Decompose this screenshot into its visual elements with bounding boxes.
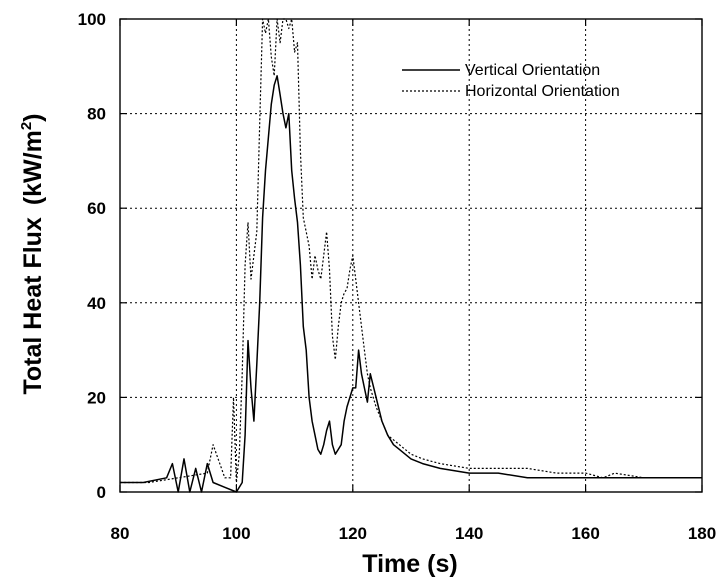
legend: Vertical Orientation Horizontal Orientat… bbox=[402, 62, 620, 100]
y-tick-labels: 0 20 40 60 80 100 bbox=[78, 10, 106, 502]
legend-label-vertical-orientation: Vertical Orientation bbox=[465, 62, 600, 79]
x-tick-labels: 80 100 120 140 160 180 bbox=[111, 524, 717, 543]
series-line-horizontal-orientation bbox=[120, 18, 702, 484]
x-tick-label-180: 180 bbox=[688, 524, 716, 543]
y-axis-title: Total Heat Flux (kW/m2) bbox=[18, 113, 47, 394]
x-tick-label-100: 100 bbox=[222, 524, 250, 543]
y-axis-title-unit: (kW/m bbox=[19, 130, 47, 205]
x-axis-title: Time (s) bbox=[362, 550, 457, 578]
y-axis-title-text: Total Heat Flux bbox=[19, 217, 47, 394]
y-tick-label-80: 80 bbox=[87, 105, 106, 124]
x-tick-label-160: 160 bbox=[571, 524, 599, 543]
y-axis-title-unit-close: ) bbox=[19, 113, 47, 121]
x-tick-label-80: 80 bbox=[111, 524, 130, 543]
y-tick-label-0: 0 bbox=[97, 483, 106, 502]
y-tick-label-20: 20 bbox=[87, 388, 106, 407]
y-tick-label-40: 40 bbox=[87, 294, 106, 313]
axis-ticks bbox=[119, 18, 703, 493]
y-axis-title-unit-superscript: 2 bbox=[18, 122, 35, 130]
plot-frame bbox=[119, 18, 703, 493]
y-tick-label-60: 60 bbox=[87, 199, 106, 218]
x-tick-label-140: 140 bbox=[455, 524, 483, 543]
x-tick-label-120: 120 bbox=[339, 524, 367, 543]
legend-label-horizontal-orientation: Horizontal Orientation bbox=[465, 83, 620, 100]
series-lines bbox=[120, 18, 702, 493]
series-line-vertical-orientation bbox=[120, 75, 702, 493]
y-tick-label-100: 100 bbox=[78, 10, 106, 29]
